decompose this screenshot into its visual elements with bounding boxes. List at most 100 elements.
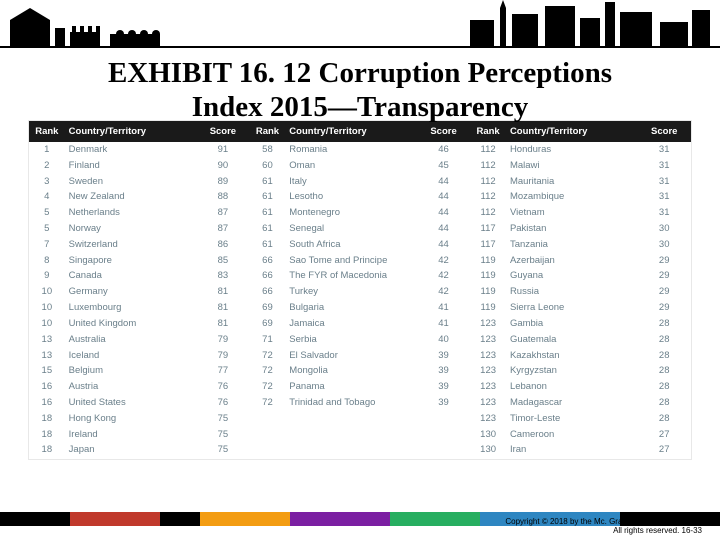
table-row: 13Iceland7972El Salvador39123Kazakhstan2… xyxy=(29,348,691,364)
cell-score: 44 xyxy=(417,190,470,206)
cell-rank: 112 xyxy=(470,206,506,222)
cell-rank: 60 xyxy=(250,158,286,174)
cell-score: 40 xyxy=(417,332,470,348)
cell-rank: 117 xyxy=(470,222,506,238)
cell-score xyxy=(417,411,470,427)
title-line-2: Index 2015—Transparency xyxy=(192,91,529,123)
cell-country: Serbia xyxy=(285,332,417,348)
cell-rank: 72 xyxy=(250,395,286,411)
cell-country: Lebanon xyxy=(506,380,638,396)
cell-score: 88 xyxy=(196,190,249,206)
cell-score: 31 xyxy=(637,206,691,222)
cell-score: 28 xyxy=(637,364,691,380)
cpi-table-container: Rank Country/Territory Score Rank Countr… xyxy=(28,120,692,459)
cell-score: 90 xyxy=(196,158,249,174)
table-row: 5Norway8761Senegal44117Pakistan30 xyxy=(29,222,691,238)
cell-country: Norway xyxy=(65,222,197,238)
cell-country: Mozambique xyxy=(506,190,638,206)
cell-country: Romania xyxy=(285,142,417,158)
cell-country: Hong Kong xyxy=(65,411,197,427)
cell-country: Vietnam xyxy=(506,206,638,222)
cell-score: 76 xyxy=(196,380,249,396)
col-score: Score xyxy=(417,121,470,142)
cell-score: 41 xyxy=(417,316,470,332)
cell-rank: 123 xyxy=(470,380,506,396)
cell-score: 28 xyxy=(637,380,691,396)
cell-rank: 61 xyxy=(250,206,286,222)
cell-score: 29 xyxy=(637,301,691,317)
cell-rank: 123 xyxy=(470,348,506,364)
cell-rank: 112 xyxy=(470,158,506,174)
cell-rank: 71 xyxy=(250,332,286,348)
cell-rank: 123 xyxy=(470,411,506,427)
cell-country: Lesotho xyxy=(285,190,417,206)
cell-country: Iran xyxy=(506,443,638,459)
cell-rank: 18 xyxy=(29,443,65,459)
cell-country: Turkey xyxy=(285,285,417,301)
col-rank: Rank xyxy=(29,121,65,142)
cell-score: 89 xyxy=(196,174,249,190)
cell-rank xyxy=(250,411,286,427)
cell-rank: 69 xyxy=(250,316,286,332)
cell-country: Finland xyxy=(65,158,197,174)
table-row: 16Austria7672Panama39123Lebanon28 xyxy=(29,380,691,396)
table-row: 8Singapore8566Sao Tome and Principe42119… xyxy=(29,253,691,269)
cell-country: Sweden xyxy=(65,174,197,190)
cell-rank: 4 xyxy=(29,190,65,206)
cell-rank: 61 xyxy=(250,222,286,238)
cell-score: 39 xyxy=(417,348,470,364)
cell-country: Russia xyxy=(506,285,638,301)
cell-rank: 130 xyxy=(470,427,506,443)
cell-country: Luxembourg xyxy=(65,301,197,317)
cell-score: 39 xyxy=(417,395,470,411)
cell-score: 31 xyxy=(637,190,691,206)
cell-rank: 15 xyxy=(29,364,65,380)
cell-rank: 1 xyxy=(29,142,65,158)
cell-score: 42 xyxy=(417,285,470,301)
table-row: 2Finland9060Oman45112Malawi31 xyxy=(29,158,691,174)
cell-rank: 72 xyxy=(250,364,286,380)
cell-country: Japan xyxy=(65,443,197,459)
cell-score: 29 xyxy=(637,285,691,301)
cell-country: Austria xyxy=(65,380,197,396)
cpi-table: Rank Country/Territory Score Rank Countr… xyxy=(29,121,691,458)
col-country: Country/Territory xyxy=(65,121,197,142)
cell-country: Guyana xyxy=(506,269,638,285)
cell-country: New Zealand xyxy=(65,190,197,206)
cell-country: Kazakhstan xyxy=(506,348,638,364)
cell-score: 44 xyxy=(417,174,470,190)
cell-score: 79 xyxy=(196,348,249,364)
cell-country: Tanzania xyxy=(506,237,638,253)
cell-rank: 130 xyxy=(470,443,506,459)
cell-score: 44 xyxy=(417,206,470,222)
header-skyline xyxy=(0,0,720,48)
cell-country: El Salvador xyxy=(285,348,417,364)
cell-country xyxy=(285,443,417,459)
table-row: 9Canada8366The FYR of Macedonia42119Guya… xyxy=(29,269,691,285)
cell-country: Netherlands xyxy=(65,206,197,222)
cell-score: 91 xyxy=(196,142,249,158)
cell-score: 45 xyxy=(417,158,470,174)
cell-country: Ireland xyxy=(65,427,197,443)
cell-rank: 66 xyxy=(250,253,286,269)
cell-country: Madagascar xyxy=(506,395,638,411)
col-country: Country/Territory xyxy=(285,121,417,142)
cell-rank: 66 xyxy=(250,285,286,301)
cell-country xyxy=(285,411,417,427)
table-row: 10Luxembourg8169Bulgaria41119Sierra Leon… xyxy=(29,301,691,317)
cell-rank: 112 xyxy=(470,174,506,190)
cell-score: 28 xyxy=(637,332,691,348)
cell-score: 42 xyxy=(417,269,470,285)
cell-rank: 119 xyxy=(470,253,506,269)
cell-country: Panama xyxy=(285,380,417,396)
table-row: 1Denmark9158Romania46112Honduras31 xyxy=(29,142,691,158)
table-row: 18Hong Kong75123Timor-Leste28 xyxy=(29,411,691,427)
cell-rank: 123 xyxy=(470,332,506,348)
col-country: Country/Territory xyxy=(506,121,638,142)
cell-country: Sierra Leone xyxy=(506,301,638,317)
table-row: 4New Zealand8861Lesotho44112Mozambique31 xyxy=(29,190,691,206)
cell-rank: 61 xyxy=(250,237,286,253)
col-score: Score xyxy=(196,121,249,142)
table-row: 5Netherlands8761Montenegro44112Vietnam31 xyxy=(29,206,691,222)
cell-rank: 10 xyxy=(29,316,65,332)
